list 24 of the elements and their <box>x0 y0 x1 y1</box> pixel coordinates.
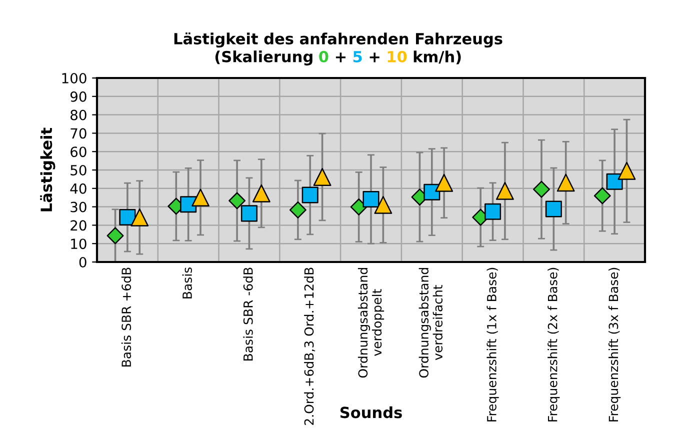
chart-title: Lästigkeit des anfahrenden Fahrzeugs <box>174 32 502 48</box>
y-tick-label: 50 <box>70 164 86 176</box>
y-axis-title: Lästigkeit <box>40 128 56 212</box>
x-tick-label: Frequenzshift (1x f Base) <box>486 268 499 422</box>
x-tick-label: Frequenzshift (3x f Base) <box>608 268 621 422</box>
x-tick-label: Ordnungsabstand verdoppelt <box>358 268 384 378</box>
y-tick-label: 10 <box>71 238 86 250</box>
y-tick-label: 90 <box>70 91 86 102</box>
y-tick-label: 60 <box>70 146 86 158</box>
y-tick-label: 40 <box>70 183 86 194</box>
y-tick-label: 80 <box>70 110 86 120</box>
chart-subtitle: (Skalierung 0 + 5 + 10 km/h) <box>215 50 461 66</box>
x-tick-label: Frequenzshift (2x f Base) <box>548 268 560 422</box>
x-tick-label: 2.Ord.+6dB,3 Ord.+12dB <box>304 268 316 425</box>
x-axis-title: Sounds <box>340 406 402 418</box>
y-tick-label: 30 <box>70 202 86 212</box>
x-tick-label: Basis SBR +6dB <box>121 268 132 366</box>
y-tick-label: 0 <box>79 256 86 268</box>
x-tick-label: Basis SBR -6dB <box>243 268 253 360</box>
y-tick-label: 100 <box>62 72 86 84</box>
x-tick-label: Basis <box>182 267 192 298</box>
x-tick-label: Ordnungsabstand verdreifacht <box>418 268 443 378</box>
y-tick-label: 20 <box>70 220 86 231</box>
y-tick-label: 70 <box>70 128 86 139</box>
